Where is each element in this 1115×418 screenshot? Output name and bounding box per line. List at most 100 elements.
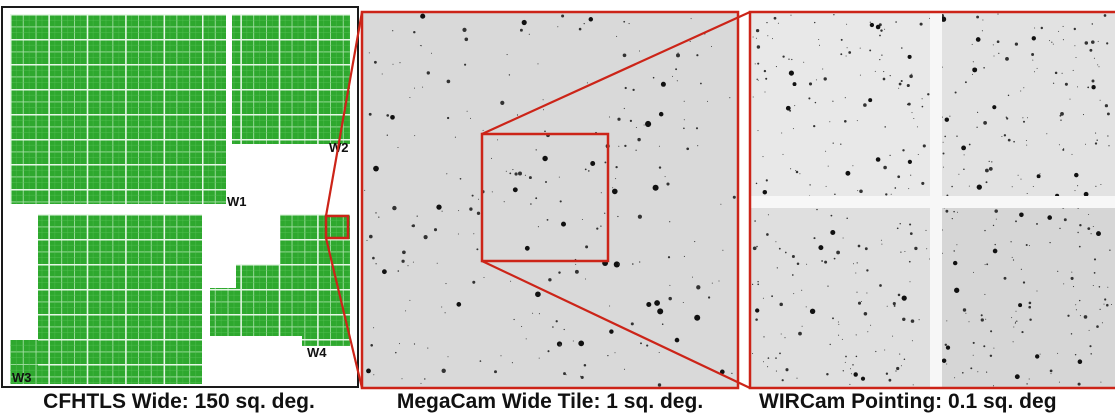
star (506, 54, 508, 56)
star (849, 383, 851, 385)
star (373, 327, 375, 329)
star (700, 82, 702, 85)
star (661, 323, 664, 325)
star (914, 246, 918, 251)
star (578, 27, 582, 31)
star (1022, 281, 1026, 284)
star (814, 101, 817, 104)
selected-tile-marker (324, 214, 350, 240)
star (963, 154, 965, 156)
star (818, 39, 820, 40)
star (917, 153, 919, 156)
star (796, 377, 798, 379)
star (1018, 303, 1023, 308)
star (838, 334, 840, 336)
star (1075, 304, 1077, 306)
star (1073, 27, 1076, 31)
star (756, 245, 758, 248)
star (1006, 117, 1009, 120)
star (844, 97, 846, 99)
star (667, 256, 671, 259)
star (867, 331, 869, 333)
star (695, 127, 699, 130)
star (638, 50, 641, 52)
star (972, 61, 974, 63)
star (773, 16, 777, 20)
star (997, 13, 999, 15)
star (976, 184, 982, 190)
star (1099, 308, 1101, 310)
star (1007, 94, 1010, 97)
star (805, 306, 807, 308)
star (386, 114, 390, 117)
star (945, 345, 951, 350)
star (630, 322, 634, 326)
star (637, 214, 643, 219)
star (832, 100, 834, 102)
star (1072, 286, 1075, 288)
star (869, 21, 871, 23)
star (838, 323, 840, 325)
star (859, 189, 863, 194)
star (686, 147, 690, 151)
star (411, 224, 416, 228)
star (956, 135, 958, 137)
star (510, 280, 512, 282)
star (775, 357, 777, 359)
star (782, 153, 784, 155)
star (834, 193, 836, 195)
star (1036, 290, 1038, 292)
star (1054, 71, 1058, 75)
star (579, 375, 582, 377)
star (902, 317, 906, 322)
star (707, 296, 711, 299)
star (855, 334, 857, 336)
star (906, 83, 910, 88)
star (1079, 315, 1081, 317)
star (885, 193, 888, 196)
star (552, 326, 554, 328)
star (628, 23, 630, 25)
star (1011, 186, 1013, 188)
star (1074, 45, 1076, 47)
star (901, 47, 903, 49)
star (790, 14, 792, 16)
star (604, 161, 607, 164)
star (884, 28, 886, 30)
star (940, 16, 947, 22)
star (1017, 174, 1019, 176)
star (764, 91, 766, 93)
star (669, 284, 671, 286)
star (957, 211, 958, 213)
star (951, 218, 953, 220)
star (992, 44, 994, 46)
star (904, 251, 906, 252)
star (711, 282, 713, 284)
star (829, 121, 831, 123)
star (1074, 172, 1079, 178)
star (909, 281, 911, 283)
star (561, 221, 566, 227)
star (1058, 30, 1060, 32)
star (791, 274, 794, 276)
star (635, 149, 637, 151)
star (497, 139, 499, 141)
star (471, 194, 474, 197)
star (766, 21, 768, 24)
star (1076, 86, 1079, 88)
star (677, 52, 679, 54)
star (953, 250, 955, 252)
star (608, 116, 611, 118)
star (561, 14, 565, 18)
star (637, 137, 641, 142)
star (823, 77, 827, 81)
star (1085, 143, 1086, 145)
star (375, 263, 377, 265)
star (757, 283, 760, 286)
star (600, 225, 602, 227)
star (1058, 144, 1060, 146)
star (945, 209, 949, 213)
star (968, 321, 970, 323)
star (696, 54, 699, 57)
